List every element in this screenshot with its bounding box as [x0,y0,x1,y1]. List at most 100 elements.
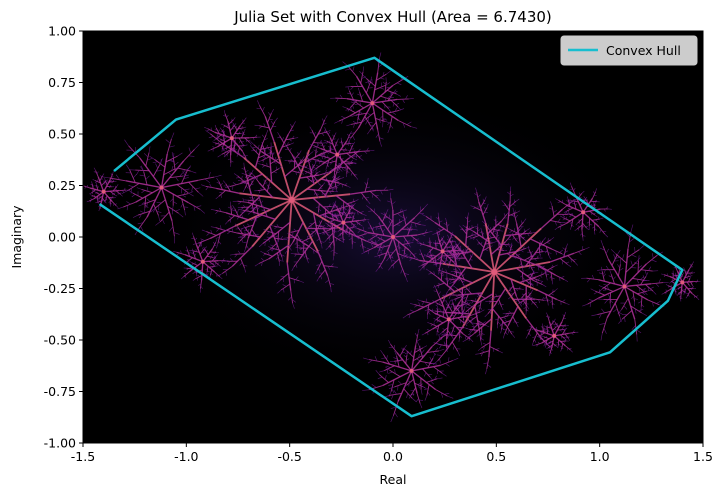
fractal-branch [428,272,433,275]
fractal-branch [476,323,480,327]
fractal-branch [532,298,536,301]
fractal-branch [408,226,413,230]
fractal-branch [690,288,693,291]
fractal-branch [448,318,464,335]
fractal-branch [88,198,95,202]
fractal-branch [676,294,679,297]
fractal-branch [388,108,392,113]
fractal-branch [414,347,424,354]
fractal-branch [345,68,351,71]
fractal-branch [210,273,213,275]
fractal-branch [598,285,604,288]
fractal-branch [570,218,574,227]
fractal-branch [439,318,441,322]
fractal-branch [455,254,458,256]
fractal-branch [349,102,373,117]
fractal-branch [611,254,618,266]
fractal-branch [461,227,467,235]
fractal-branch [545,339,548,346]
fractal-branch [291,154,302,173]
fractal-branch [461,251,473,269]
fractal-branch [517,221,524,230]
fractal-branch [409,252,412,256]
fractal-branch [640,269,653,272]
fractal-branch [553,335,566,347]
fractal-branch [380,212,385,216]
fractal-branch [352,121,357,124]
fractal-branch [206,232,210,236]
fractal-branch [458,273,462,275]
fractal-branch [350,127,359,139]
fractal-branch [501,214,508,222]
fractal-branch [448,300,451,304]
fractal-branch [539,275,543,278]
fractal-branch [258,144,260,149]
fractal-branch [403,355,407,358]
fractal-branch [450,241,453,244]
fractal-branch [270,229,273,233]
fractal-branch [254,134,258,138]
fractal-branch [337,175,341,179]
fractal-branch [350,86,354,90]
fractal-branch [410,370,418,394]
fractal-branch [243,157,293,201]
fractal-branch [439,358,441,364]
fractal-branch [472,234,480,239]
fractal-branch [565,243,568,248]
fractal-branch [435,310,447,313]
fractal-branch [228,119,234,125]
fractal-branch [330,286,332,293]
fractal-branch [415,223,417,228]
fractal-branch [367,116,370,121]
fractal-branch [571,200,579,203]
fractal-branch [609,303,611,309]
fractal-branch [362,245,366,249]
fractal-branch [480,227,482,232]
fractal-branch [551,280,554,285]
fractal-branch [172,250,177,253]
fractal-branch [213,138,217,141]
fractal-branch [371,102,379,130]
fractal-branch [546,312,548,316]
fractal-branch [351,211,354,214]
fractal-branch [237,200,249,203]
fractal-branch [259,190,261,194]
fractal-branch [481,350,486,353]
fractal-branch [346,170,350,173]
fractal-branch [212,145,215,149]
fractal-branch [429,254,437,257]
fractal-branch [388,339,391,345]
fractal-branch [505,331,508,336]
fractal-branch [448,264,450,268]
fractal-branch [303,255,307,258]
fractal-branch [598,279,625,288]
fractal-branch [291,193,351,201]
fractal-branch [483,345,485,350]
fractal-branch [349,131,352,135]
fractal-branch [451,256,454,259]
fractal-branch [525,308,529,312]
y-tick-label: 1.00 [48,24,76,39]
fractal-branch [183,190,187,195]
fractal-branch [562,314,565,318]
fractal-branch [280,254,285,257]
fractal-branch [692,261,695,265]
fractal-branch [386,89,397,95]
fractal-branch [373,236,394,249]
fractal-branch [294,253,303,256]
fractal-branch [333,202,336,205]
fractal-branch [452,245,454,248]
fractal-branch [419,403,423,409]
fractal-branch [324,157,327,159]
fractal-branch [461,309,464,313]
fractal-branch [284,161,303,178]
fractal-branch [446,247,449,250]
fractal-branch [404,273,410,275]
fractal-branch [239,128,242,131]
x-tick-label: 1.5 [693,449,713,464]
fractal-branch [644,270,647,275]
fractal-branch [377,129,381,142]
fractal-branch [451,245,455,252]
fractal-branch [209,225,236,240]
fractal-branch [293,228,297,232]
